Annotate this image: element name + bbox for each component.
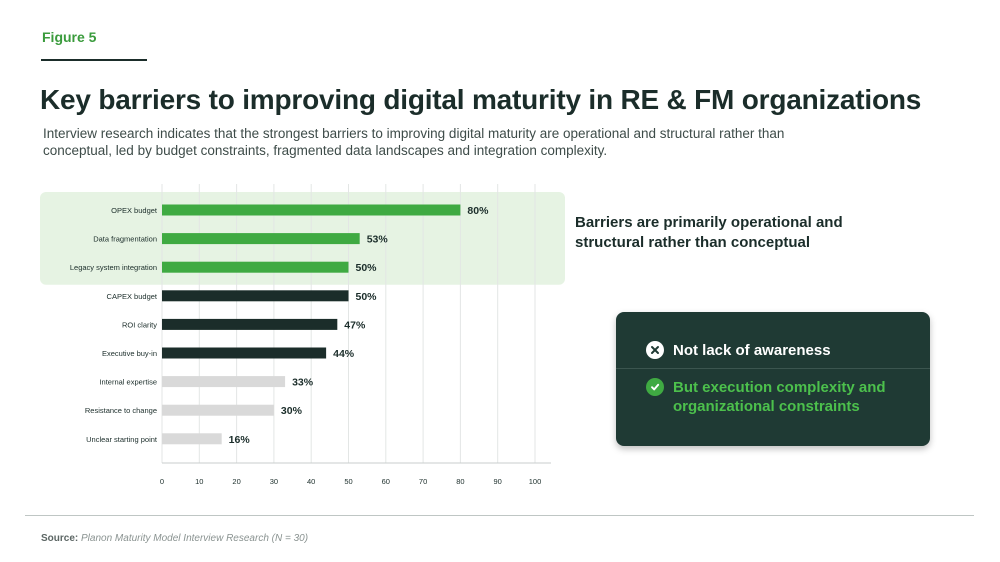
- footer-rule: [25, 515, 974, 516]
- bar: [162, 318, 338, 330]
- data-label: 50%: [356, 291, 378, 303]
- x-tick-label: 20: [232, 477, 240, 486]
- category-label: Legacy system integration: [70, 263, 157, 272]
- figure-label-rule: [41, 59, 147, 61]
- card-divider: [616, 368, 930, 369]
- category-label: OPEX budget: [111, 206, 158, 215]
- but-row: But execution complexity and organizatio…: [646, 378, 903, 416]
- source-text: Planon Maturity Model Interview Research…: [81, 533, 309, 544]
- category-label: ROI clarity: [122, 320, 157, 329]
- figure-label: Figure 5: [42, 29, 97, 45]
- bar: [162, 376, 286, 388]
- data-label: 53%: [367, 234, 389, 246]
- x-tick-label: 100: [529, 477, 542, 486]
- x-tick-label: 90: [494, 477, 502, 486]
- not-row: Not lack of awareness: [646, 341, 831, 360]
- category-label: Internal expertise: [99, 378, 157, 387]
- category-label: CAPEX budget: [107, 292, 158, 301]
- data-label: 16%: [229, 434, 251, 446]
- data-label: 44%: [333, 348, 355, 360]
- category-label: Executive buy-in: [102, 349, 157, 358]
- data-label: 33%: [292, 377, 314, 389]
- bar: [162, 204, 461, 216]
- x-tick-label: 80: [456, 477, 464, 486]
- source-note: Source: Planon Maturity Model Interview …: [41, 533, 308, 544]
- source-label: Source:: [41, 533, 79, 544]
- but-label: But execution complexity and organizatio…: [673, 379, 886, 415]
- insight-card: Not lack of awareness But execution comp…: [616, 312, 930, 446]
- data-label: 50%: [356, 262, 378, 274]
- x-tick-label: 40: [307, 477, 315, 486]
- bar: [162, 290, 349, 302]
- page-title: Key barriers to improving digital maturi…: [40, 84, 922, 115]
- callout-text: Barriers are primarily operational and s…: [575, 214, 843, 251]
- category-label: Data fragmentation: [93, 235, 157, 244]
- data-label: 30%: [281, 405, 303, 417]
- category-label: Resistance to change: [85, 406, 157, 415]
- x-tick-label: 10: [195, 477, 203, 486]
- x-tick-label: 50: [344, 477, 352, 486]
- x-tick-label: 70: [419, 477, 427, 486]
- data-label: 47%: [344, 319, 366, 331]
- x-tick-label: 30: [270, 477, 278, 486]
- bar: [162, 404, 274, 416]
- not-label: Not lack of awareness: [673, 342, 831, 359]
- bar: [162, 433, 222, 445]
- data-label: 80%: [467, 205, 489, 217]
- bar: [162, 347, 327, 359]
- check-circle-icon: [646, 378, 664, 396]
- x-circle-icon: [646, 341, 664, 359]
- page-subtitle: Interview research indicates that the st…: [43, 126, 785, 158]
- bar: [162, 233, 360, 245]
- x-tick-label: 0: [160, 477, 164, 486]
- bar: [162, 261, 349, 273]
- category-label: Unclear starting point: [86, 435, 158, 444]
- x-tick-label: 60: [382, 477, 390, 486]
